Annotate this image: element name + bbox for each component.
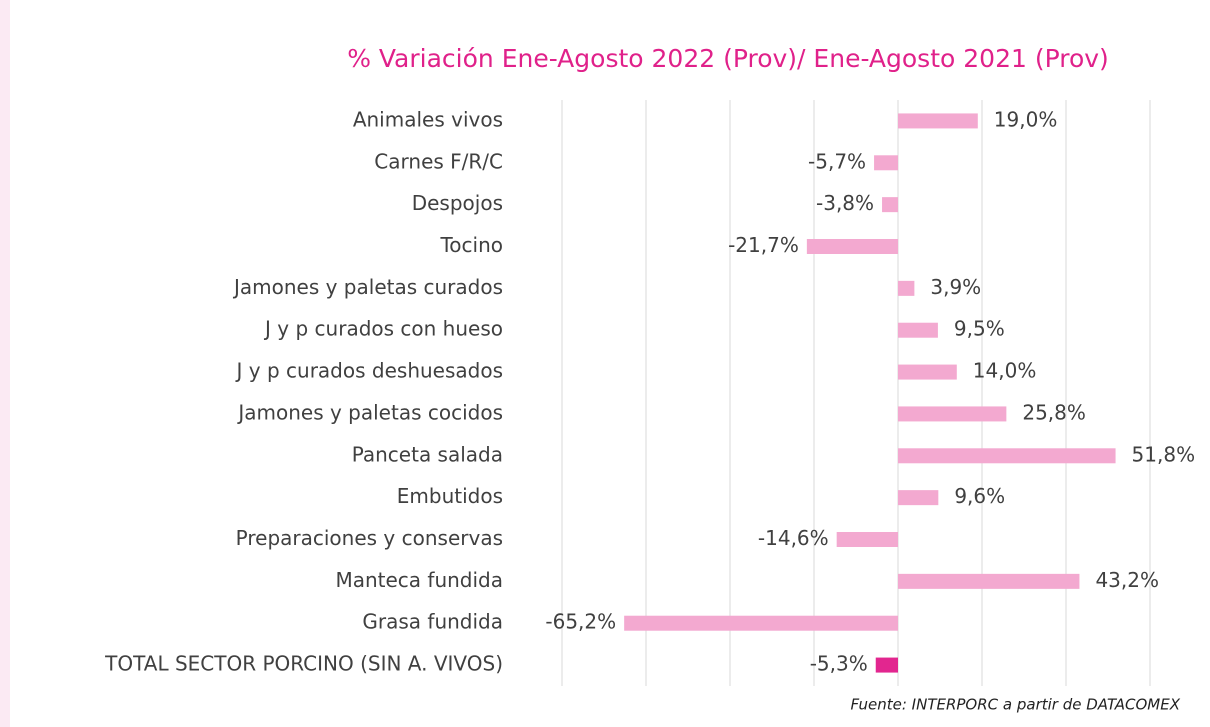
bar xyxy=(875,657,898,673)
bar xyxy=(874,155,898,171)
y-tick-label: Carnes F/R/C xyxy=(374,149,503,173)
y-tick-label: Jamones y paletas curados xyxy=(232,275,503,299)
bar xyxy=(898,448,1116,464)
bar xyxy=(898,490,939,506)
bar xyxy=(882,197,898,213)
chart-title: % Variación Ene-Agosto 2022 (Prov)/ Ene-… xyxy=(347,44,1109,73)
data-label: 9,5% xyxy=(954,317,1005,341)
data-label: 19,0% xyxy=(994,107,1058,131)
y-tick-label: Animales vivos xyxy=(353,107,503,131)
y-tick-label: Jamones y paletas cocidos xyxy=(236,400,503,424)
data-label: 14,0% xyxy=(973,359,1037,383)
y-tick-label: TOTAL SECTOR PORCINO (SIN A. VIVOS) xyxy=(104,652,503,676)
y-tick-label: Despojos xyxy=(412,191,503,215)
data-label: 3,9% xyxy=(930,275,981,299)
bar xyxy=(898,573,1080,589)
data-label: -21,7% xyxy=(728,233,799,257)
bar xyxy=(836,532,898,547)
data-label: -14,6% xyxy=(758,526,829,550)
bar xyxy=(898,406,1007,422)
bar xyxy=(898,280,915,296)
data-label: -65,2% xyxy=(545,610,616,634)
y-tick-label: Embutidos xyxy=(397,484,503,508)
y-tick-label: J y p curados con hueso xyxy=(263,317,503,341)
y-tick-label: Preparaciones y conservas xyxy=(236,526,503,550)
data-label: 43,2% xyxy=(1095,568,1159,592)
bar xyxy=(898,322,938,338)
y-tick-label: J y p curados deshuesados xyxy=(235,359,503,383)
bar xyxy=(898,364,957,380)
data-label: -5,3% xyxy=(810,652,868,676)
y-tick-label: Grasa fundida xyxy=(362,610,503,634)
side-band xyxy=(0,0,10,727)
y-tick-label: Panceta salada xyxy=(352,442,503,466)
data-label: 25,8% xyxy=(1022,400,1086,424)
data-label: -5,7% xyxy=(808,149,866,173)
bar xyxy=(806,239,898,254)
bar xyxy=(624,615,898,631)
data-label: 51,8% xyxy=(1132,442,1196,466)
y-tick-label: Manteca fundida xyxy=(335,568,503,592)
data-label: -3,8% xyxy=(816,191,874,215)
data-label: 9,6% xyxy=(954,484,1005,508)
y-tick-label: Tocino xyxy=(439,233,503,257)
bar xyxy=(898,113,978,129)
source-note: Fuente: INTERPORC a partir de DATACOMEX xyxy=(850,696,1180,714)
